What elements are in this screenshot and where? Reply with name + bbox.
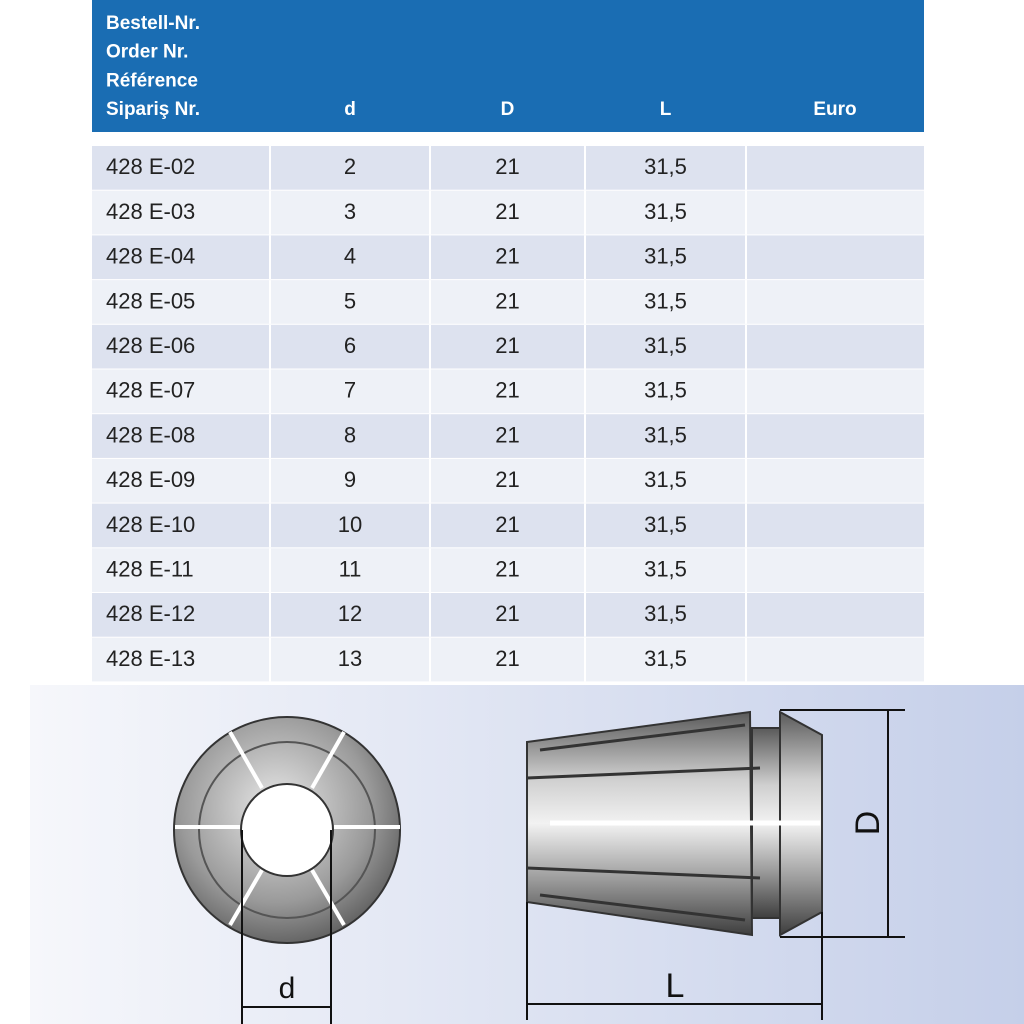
header-label: d — [344, 99, 356, 120]
cell: 428 E-13 — [106, 646, 195, 671]
front-view — [173, 716, 401, 1024]
cell: 21 — [495, 288, 519, 313]
cell: 428 E-04 — [106, 244, 195, 269]
cell: 428 E-06 — [106, 333, 195, 358]
table-row — [92, 190, 924, 235]
dim-d-label: d — [279, 972, 296, 1005]
cell: 9 — [344, 467, 356, 492]
cell: 21 — [495, 154, 519, 179]
table-row — [92, 369, 924, 414]
cell: 3 — [344, 199, 356, 224]
collet-slots — [175, 731, 400, 927]
cell: 12 — [338, 601, 362, 626]
cell: 6 — [344, 333, 356, 358]
cell: 2 — [344, 154, 356, 179]
cell: 5 — [344, 288, 356, 313]
table-header — [92, 0, 924, 132]
dim-L-label: L — [666, 967, 685, 1005]
table-row — [92, 324, 924, 369]
cell: 21 — [495, 244, 519, 269]
cell: 21 — [495, 601, 519, 626]
cell: 428 E-10 — [106, 512, 195, 537]
cell: 31,5 — [644, 422, 687, 447]
cell: 31,5 — [644, 467, 687, 492]
cell: 21 — [495, 333, 519, 358]
table: Bestell-Nr. Order Nr. Référence Sipariş Nr.… — [92, 13, 924, 682]
cell: 21 — [495, 512, 519, 537]
side-view — [526, 709, 905, 1020]
cell: 21 — [495, 422, 519, 447]
cell: 428 E-12 — [106, 601, 195, 626]
header-label: Euro — [813, 99, 856, 120]
cell: 11 — [339, 556, 362, 581]
cell: 31,5 — [644, 378, 687, 403]
cell: 21 — [495, 556, 519, 581]
table-row — [92, 548, 924, 592]
table-row — [92, 503, 924, 548]
side-slots — [526, 723, 761, 922]
cell: 31,5 — [644, 556, 687, 581]
cell: 21 — [495, 646, 519, 671]
cell: 31,5 — [644, 154, 687, 179]
table-row — [92, 235, 924, 280]
cell: 428 E-09 — [106, 467, 195, 492]
header-label: Sipariş Nr. — [106, 99, 200, 120]
header-label: D — [501, 99, 515, 120]
cell: 31,5 — [644, 288, 687, 313]
table-row — [92, 637, 924, 682]
cell: 31,5 — [644, 646, 687, 671]
cell: 8 — [344, 422, 356, 447]
header-label: Référence — [106, 70, 198, 91]
table-row — [92, 593, 924, 637]
table-row — [92, 414, 924, 458]
cell: 428 E-07 — [106, 378, 195, 403]
table-row — [92, 458, 924, 503]
table-row — [92, 280, 924, 324]
cell: 31,5 — [644, 601, 687, 626]
cell: 31,5 — [644, 333, 687, 358]
cell: 13 — [338, 646, 362, 671]
cell: 428 E-08 — [106, 422, 195, 447]
cell: 21 — [495, 467, 519, 492]
cell: 31,5 — [644, 199, 687, 224]
cell: 31,5 — [644, 512, 687, 537]
cell: 21 — [495, 378, 519, 403]
cell: 21 — [495, 199, 519, 224]
header-label: Bestell-Nr. — [106, 13, 200, 34]
header-label: Order Nr. — [106, 42, 188, 63]
cell: 428 E-02 — [106, 154, 195, 179]
cell: 428 E-11 — [106, 556, 194, 581]
cell: 31,5 — [644, 244, 687, 269]
dim-D-label: D — [849, 811, 887, 836]
cell: 428 E-05 — [106, 288, 195, 313]
cell: 10 — [338, 512, 362, 537]
header-label: L — [660, 99, 672, 120]
cell: 428 E-03 — [106, 199, 195, 224]
collet-bore — [240, 783, 334, 877]
cell: 4 — [344, 244, 356, 269]
collet-ring — [198, 741, 376, 919]
table-row — [92, 146, 924, 190]
cell: 7 — [344, 378, 356, 403]
